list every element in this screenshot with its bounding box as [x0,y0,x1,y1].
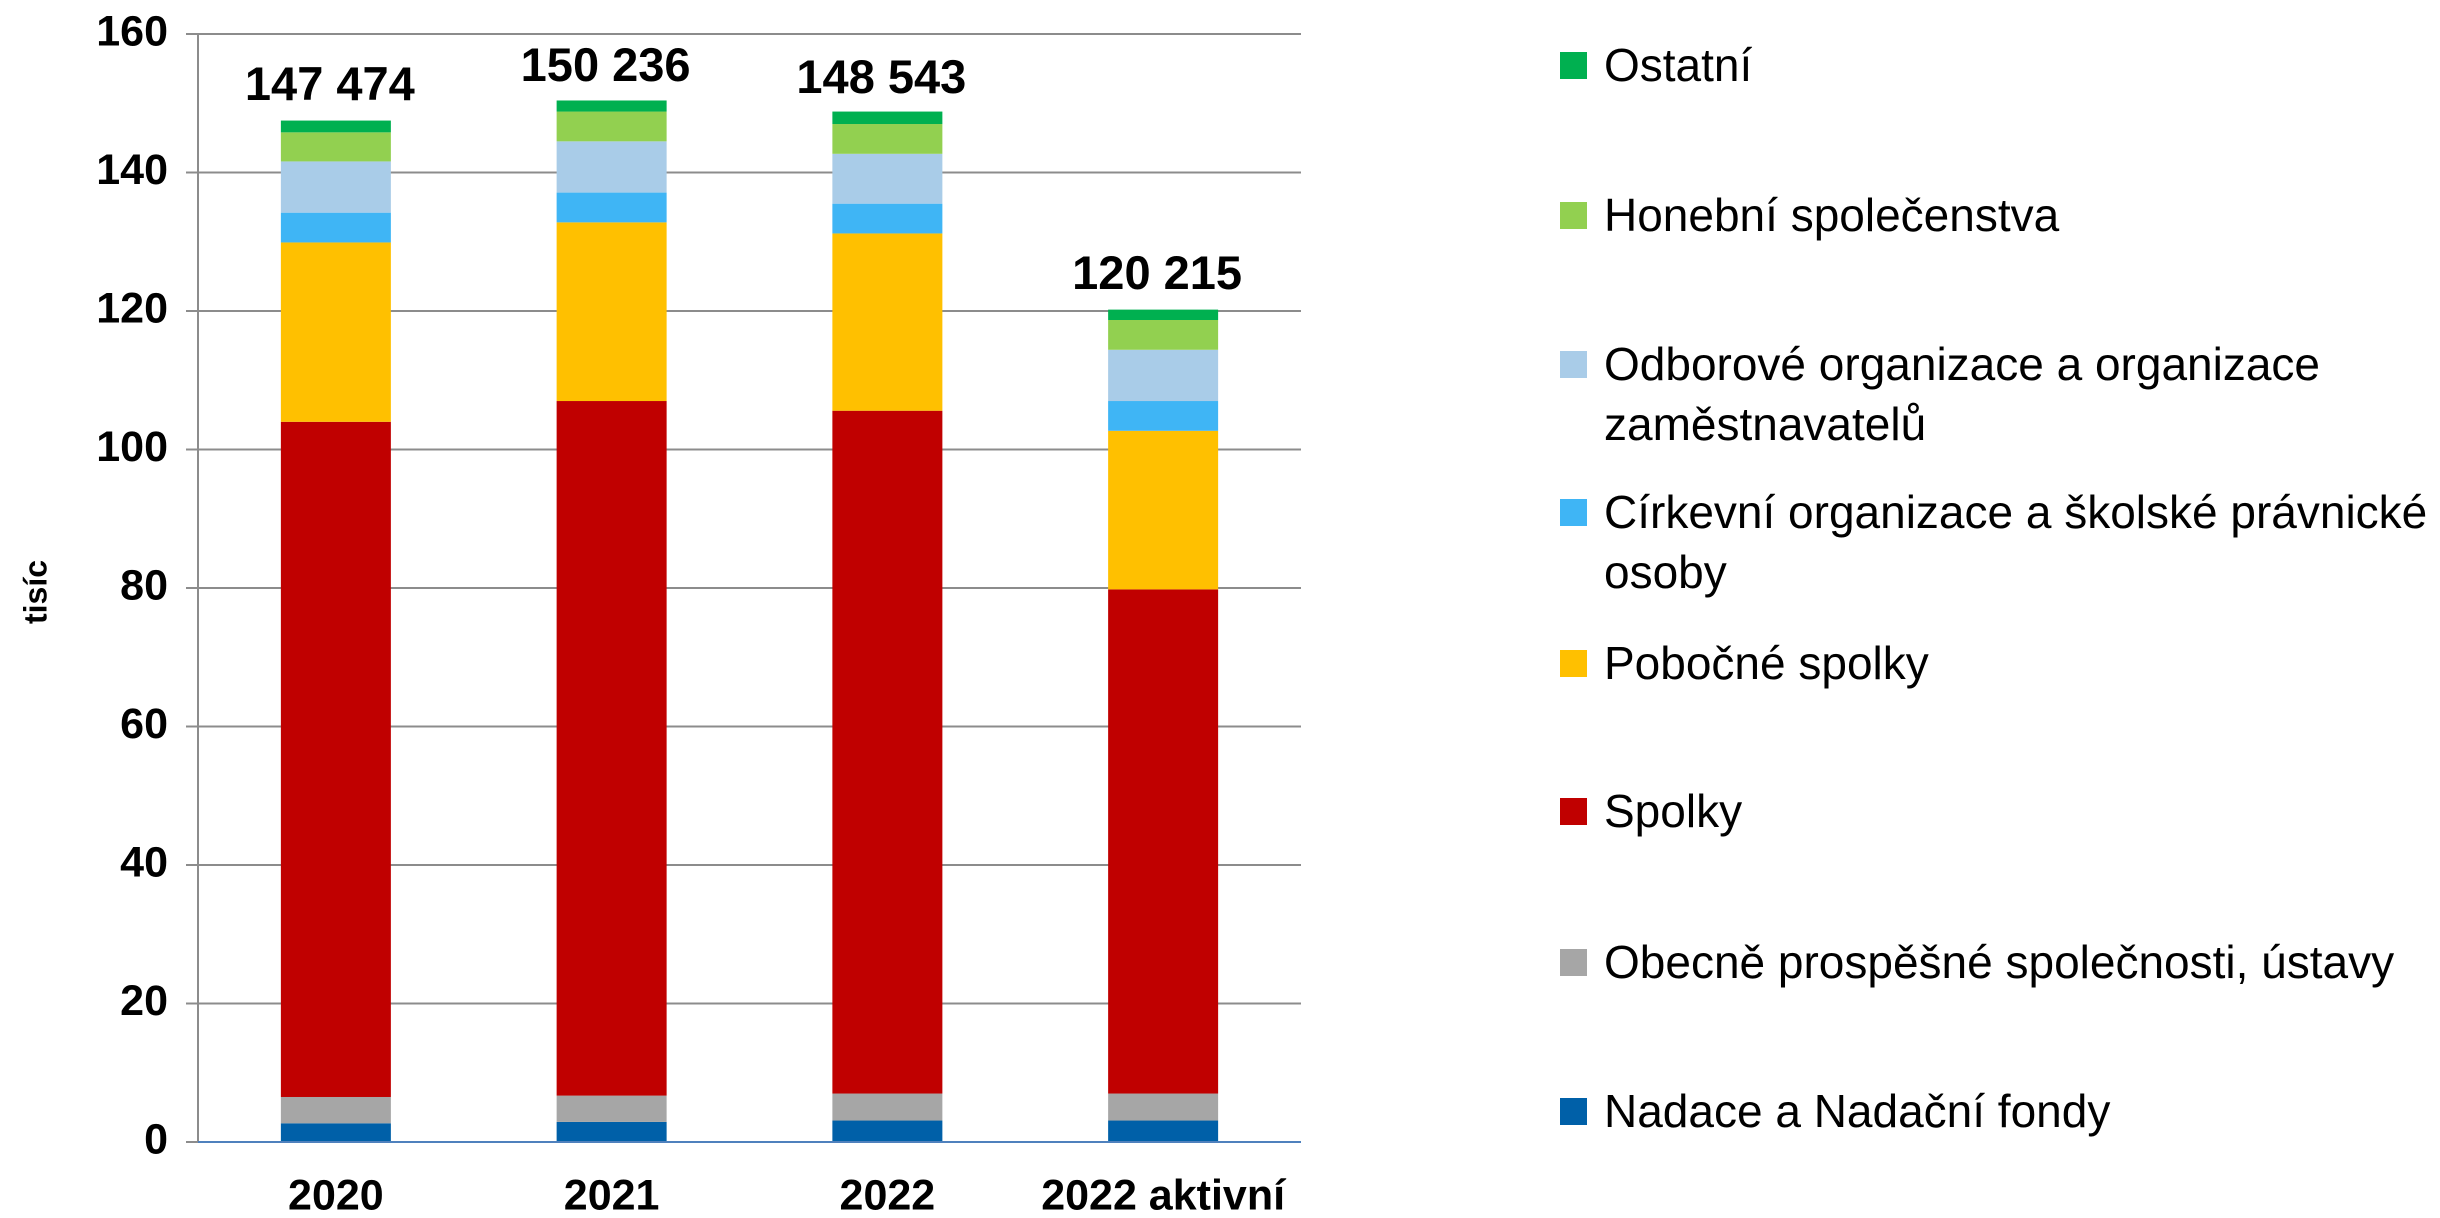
bar-segment [1108,1120,1219,1142]
bar-segment [556,1095,667,1122]
bar-segment [556,1121,667,1142]
bar-segment [1108,320,1219,350]
bar-segment [832,153,943,204]
legend-label: Odborové organizace a organizace zaměstn… [1604,338,2321,450]
y-axis-label: tisíc [17,560,53,624]
legend-item: Církevní organizace a školské právnické … [1560,482,2440,602]
legend-swatch [1560,949,1587,976]
bar-segment [832,233,943,411]
legend-swatch [1560,52,1587,79]
legend-label: Ostatní [1604,39,1753,91]
bar-segment [280,1096,391,1124]
legend-swatch [1560,351,1587,378]
bar-segment [556,111,667,142]
bar-segment [556,222,667,402]
y-tick-label: 80 [120,561,168,609]
x-tick-label: 2021 [564,1171,660,1218]
bar-segment [832,111,943,125]
bar-segment [280,242,391,422]
y-tick-label: 120 [96,284,168,332]
legend-swatch [1560,202,1587,229]
x-tick-label: 2022 aktivní [1041,1171,1287,1218]
bar-segment [556,100,667,112]
legend-label: Spolky [1604,785,1743,837]
x-tick-label: 2020 [288,1171,384,1218]
y-tick-label: 60 [120,700,168,748]
y-tick-label: 100 [96,423,168,471]
bar-segment [280,421,391,1097]
bar-segment [832,1093,943,1121]
bar-segment [832,410,943,1094]
legend-item: Pobočné spolky [1560,633,2440,693]
legend-swatch [1560,499,1587,526]
legend-label: Nadace a Nadační fondy [1604,1085,2111,1137]
bar-segment [1108,589,1219,1094]
bar-segment [832,203,943,234]
bar-segment [832,124,943,154]
legend-swatch [1560,1098,1587,1125]
total-label: 120 215 [1072,246,1242,299]
bar-segment [280,1123,391,1142]
bar-segment [280,212,391,243]
y-tick-label: 20 [120,977,168,1025]
y-tick-label: 140 [96,146,168,194]
bar-segment [280,132,391,162]
total-label: 148 543 [796,50,966,103]
bar-segment [1108,401,1219,431]
bar-segment [1108,309,1219,321]
legend-swatch [1560,650,1587,677]
legend-label: Pobočné spolky [1604,637,1929,689]
legend-label: Honební společenstva [1604,189,2060,241]
y-tick-label: 160 [96,7,168,55]
bar-segment [1108,430,1219,590]
legend-item: Odborové organizace a organizace zaměstn… [1560,334,2440,454]
y-tick-label: 0 [144,1115,168,1163]
bar-segment [556,401,667,1096]
bar-segment [1108,1093,1219,1121]
legend-label: Obecně prospěšné společnosti, ústavy [1604,936,2395,988]
legend-item: Spolky [1560,781,2440,841]
legend-label: Církevní organizace a školské právnické … [1604,486,2428,598]
total-label: 147 474 [245,57,415,110]
bar-segment [280,120,391,133]
bar-segment [556,192,667,223]
total-label: 150 236 [521,38,691,91]
bar-segment [556,141,667,193]
bar-segment [1108,349,1219,402]
legend: Nadace a Nadační fondy Obecně prospěšné s… [1560,0,2440,1218]
legend-item: Honební společenstva [1560,185,2440,245]
legend-item: Nadace a Nadační fondy [1560,1081,2440,1141]
x-tick-label: 2022 [840,1171,936,1218]
bar-segment [832,1120,943,1142]
legend-item: Obecně prospěšné společnosti, ústavy [1560,932,2440,992]
legend-item: Ostatní [1560,35,2440,95]
legend-swatch [1560,798,1587,825]
y-tick-label: 40 [120,838,168,886]
bar-segment [280,161,391,213]
